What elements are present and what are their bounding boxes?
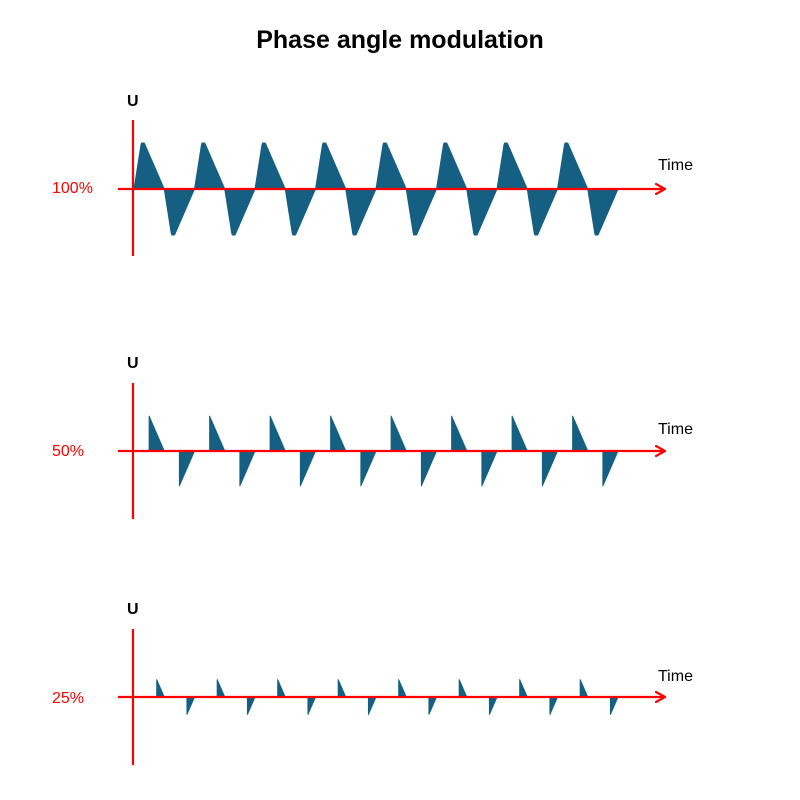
negative-half-wave bbox=[163, 188, 195, 236]
positive-half-wave bbox=[519, 679, 528, 698]
positive-half-wave bbox=[496, 142, 528, 190]
page-title: Phase angle modulation bbox=[256, 26, 544, 54]
negative-half-wave bbox=[420, 450, 437, 487]
positive-half-wave bbox=[254, 142, 286, 190]
negative-half-wave bbox=[239, 450, 256, 487]
positive-half-wave bbox=[133, 142, 165, 190]
waveform bbox=[148, 415, 619, 487]
positive-half-wave bbox=[194, 142, 226, 190]
negative-half-wave bbox=[526, 188, 558, 236]
negative-half-wave bbox=[246, 696, 256, 715]
negative-half-wave bbox=[224, 188, 256, 236]
x-axis-label: Time bbox=[658, 421, 693, 438]
negative-half-wave bbox=[186, 696, 195, 715]
negative-half-wave bbox=[178, 450, 195, 487]
positive-half-wave bbox=[337, 679, 347, 698]
positive-half-wave bbox=[436, 142, 468, 190]
positive-half-wave bbox=[511, 415, 528, 452]
positive-half-wave bbox=[398, 679, 407, 698]
negative-half-wave bbox=[481, 450, 498, 487]
positive-half-wave bbox=[156, 679, 165, 698]
negative-half-wave bbox=[488, 696, 498, 715]
positive-half-wave bbox=[451, 415, 468, 452]
positive-half-wave bbox=[216, 679, 226, 698]
negative-half-wave bbox=[466, 188, 498, 236]
negative-half-wave bbox=[299, 450, 316, 487]
negative-half-wave bbox=[541, 450, 558, 487]
y-axis-label: U bbox=[127, 355, 139, 372]
positive-half-wave bbox=[375, 142, 407, 190]
panel-25: U Time 25% bbox=[52, 601, 693, 765]
negative-half-wave bbox=[609, 696, 619, 715]
positive-half-wave bbox=[458, 679, 468, 698]
positive-half-wave bbox=[269, 415, 286, 452]
y-axis-label: U bbox=[127, 601, 139, 618]
x-axis-label: Time bbox=[658, 157, 693, 174]
positive-half-wave bbox=[209, 415, 226, 452]
negative-half-wave bbox=[307, 696, 316, 715]
positive-half-wave bbox=[579, 679, 589, 698]
negative-half-wave bbox=[428, 696, 437, 715]
positive-half-wave bbox=[330, 415, 347, 452]
waveform bbox=[156, 679, 619, 715]
negative-half-wave bbox=[345, 188, 377, 236]
negative-half-wave bbox=[360, 450, 377, 487]
waveform bbox=[133, 142, 619, 236]
y-axis-label: U bbox=[127, 93, 139, 110]
negative-half-wave bbox=[602, 450, 619, 487]
negative-half-wave bbox=[549, 696, 558, 715]
positive-half-wave bbox=[148, 415, 165, 452]
negative-half-wave bbox=[284, 188, 316, 236]
level-label: 100% bbox=[52, 180, 93, 197]
panel-50: U Time 50% bbox=[52, 355, 693, 519]
positive-half-wave bbox=[315, 142, 347, 190]
x-axis-label: Time bbox=[658, 668, 693, 685]
positive-half-wave bbox=[390, 415, 407, 452]
positive-half-wave bbox=[557, 142, 589, 190]
panel-100: U Time 100% bbox=[52, 93, 693, 256]
negative-half-wave bbox=[405, 188, 437, 236]
level-label: 50% bbox=[52, 443, 84, 460]
positive-half-wave bbox=[277, 679, 286, 698]
positive-half-wave bbox=[572, 415, 589, 452]
negative-half-wave bbox=[367, 696, 377, 715]
level-label: 25% bbox=[52, 690, 84, 707]
negative-half-wave bbox=[587, 188, 619, 236]
